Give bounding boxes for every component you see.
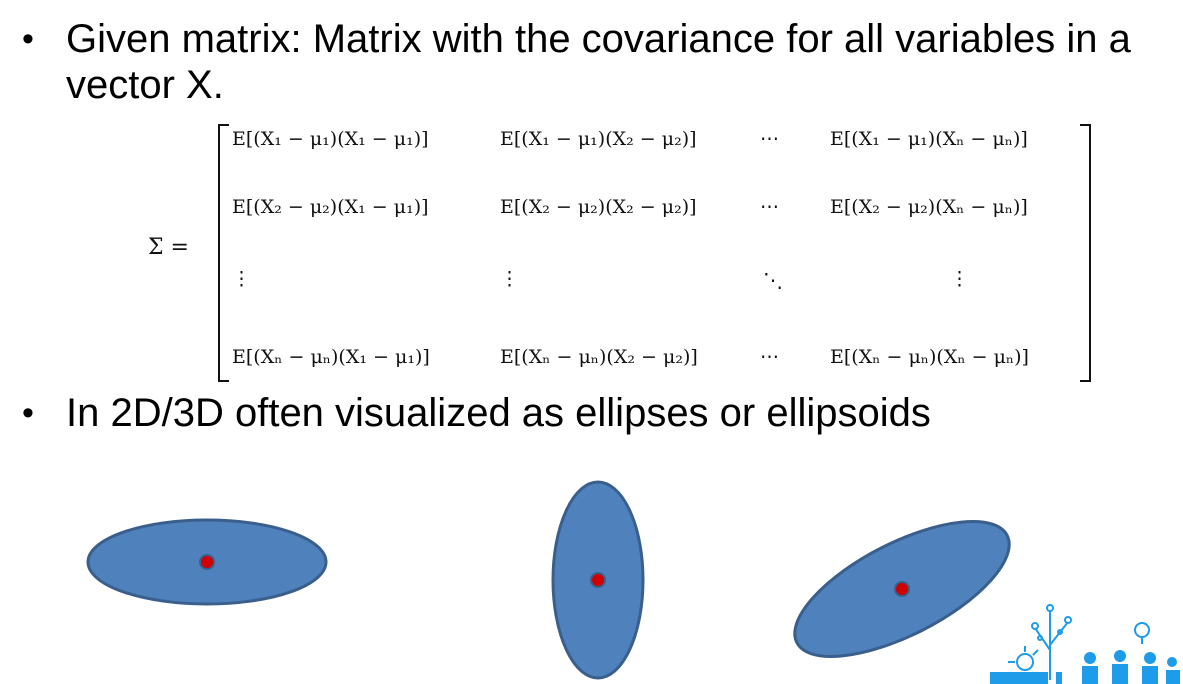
tree-circuit-logo-icon <box>990 604 1180 684</box>
matrix-cell: E[(X₂ − μ₂)(X₁ − μ₁)] <box>232 196 429 218</box>
matrix-cell: ⋯ <box>760 346 779 368</box>
matrix-cell: ⋮ <box>950 268 969 290</box>
center-dot <box>894 581 910 597</box>
matrix-cell: E[(X₂ − μ₂)(Xₙ − μₙ)] <box>830 196 1028 218</box>
right-bracket <box>1080 124 1091 382</box>
left-bracket <box>218 124 229 382</box>
matrix-cell: ⋮ <box>232 268 251 290</box>
horizontal-ellipse <box>86 518 328 606</box>
matrix-cell: E[(Xₙ − μₙ)(X₁ − μ₁)] <box>232 346 430 368</box>
matrix-cell: E[(X₁ − μ₁)(X₁ − μ₁)] <box>232 128 429 150</box>
matrix-cell: E[(X₁ − μ₁)(X₂ − μ₂)] <box>500 128 697 150</box>
bullet-dot-icon: • <box>22 20 34 58</box>
matrix-cell: ⋯ <box>760 196 779 218</box>
matrix-cell: ⋮ <box>500 268 519 290</box>
matrix-cell: E[(Xₙ − μₙ)(X₂ − μ₂)] <box>500 346 698 368</box>
matrix-cell: E[(X₂ − μ₂)(X₂ − μ₂)] <box>500 196 697 218</box>
matrix-lhs: Σ = <box>148 235 189 260</box>
matrix-cell: ⋯ <box>760 128 779 150</box>
matrix-cell: ⋱ <box>763 268 783 292</box>
center-dot <box>199 554 215 570</box>
bullet-text: In 2D/3D often visualized as ellipses or… <box>66 391 931 435</box>
matrix-cell: E[(Xₙ − μₙ)(Xₙ − μₙ)] <box>830 346 1029 368</box>
center-dot <box>590 572 606 588</box>
bullet-dot-icon: • <box>22 394 34 432</box>
vertical-ellipse <box>551 480 645 680</box>
bullet-text: Given matrix: Matrix with the covariance… <box>66 17 1131 107</box>
matrix-cell: E[(X₁ − μ₁)(Xₙ − μₙ)] <box>830 128 1028 150</box>
bullet-given-matrix: • Given matrix: Matrix with the covarian… <box>22 16 1172 108</box>
tilted-ellipse <box>793 520 1011 658</box>
bullet-ellipses: • In 2D/3D often visualized as ellipses … <box>22 390 1172 436</box>
